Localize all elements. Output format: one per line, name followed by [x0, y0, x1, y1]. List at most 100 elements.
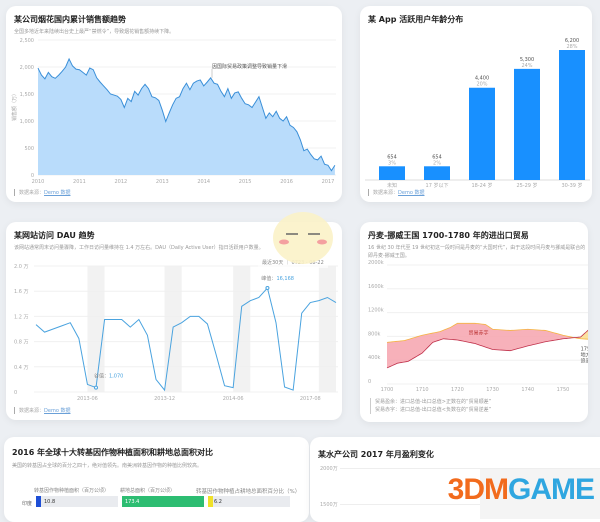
legend-deficit: 贸易赤字：进口总值-出口总值<负数在的“贸易逆差” [375, 407, 492, 413]
weekend-band [233, 266, 251, 392]
y-tick-label: 400k [368, 355, 381, 361]
dau-trend-card: 某网站访问 DAU 趋势 该网站通常周末访问量骤降，工作日访问量维持在 1.4 … [6, 222, 342, 420]
y-tick: 1500万 [320, 502, 338, 508]
data-source: 数据来源：Demo 数据 [14, 407, 70, 414]
source-link[interactable]: Demo 数据 [398, 190, 425, 196]
legend-surplus: 贸易盈余：进口总值-出口总值>正数在的“贸易顺差” [375, 399, 492, 405]
x-tick-label: 1710 [416, 387, 429, 393]
column-header: 耕地总面积（百万公顷） [120, 488, 176, 494]
x-tick-label: 1750 [557, 387, 570, 393]
y-tick-label: 0.4 万 [14, 365, 29, 371]
bar-value-label: 654 [432, 154, 442, 160]
data-source: 数据来源：Demo 数据 [14, 189, 70, 196]
source-label: 数据来源： [19, 408, 45, 414]
age-distribution-card: 某 App 活跃用户年龄分布 654 3% 未知 654 2% 17 岁以下 4,400 20… [360, 6, 592, 202]
y-tick-label: 1200k [368, 308, 384, 314]
source-link[interactable]: Demo 数据 [44, 190, 71, 196]
bar-value: 173.4 [125, 499, 140, 505]
trade-gap-area [387, 323, 588, 368]
min-label: 谷值：1,070 [94, 373, 123, 380]
x-tick-label: 1740 [521, 387, 534, 393]
chart-subtitle: 美国的转基因占全球的百分之四十，绝对值领先。南美洲转基因作物的种植比例较高。 [12, 463, 203, 469]
y-tick-label: 800k [368, 331, 381, 337]
bar-track [36, 496, 118, 507]
bar-track [208, 496, 290, 507]
y-tick-label: 1.2 万 [14, 314, 29, 320]
date-range-tooltip: 最近30天 ｜ 0723 - 08-22 [258, 257, 328, 268]
chart-title: 某水产公司 2017 年月盈利变化 [318, 450, 434, 459]
chart-title: 某网站访问 DAU 趋势 [14, 231, 95, 240]
x-tick-label: 25-29 岁 [516, 182, 537, 189]
mascot-sticker-icon [273, 212, 333, 264]
y-tick-label: 1600k [368, 284, 384, 290]
y-tick: 2000万 [320, 466, 338, 472]
y-tick-label: 2.0 万 [14, 264, 29, 270]
arable-area-bar [122, 496, 204, 507]
x-tick-label: 2017-08 [300, 396, 321, 402]
x-tick-label: 2013-12 [154, 396, 175, 402]
chart-title: 丹麦-挪威王国 1700-1780 年的进出口贸易 [368, 231, 529, 240]
max-label: 峰值：16,168 [261, 275, 294, 282]
weekend-band [87, 266, 105, 392]
x-tick-label: 2011 [73, 179, 86, 185]
bar-value-label: 4,400 [475, 76, 489, 82]
sales-area-chart: 0 500 1,000 1,500 2,000 2,500 2010 2011 2012 2013… [11, 38, 336, 185]
y-tick-label: 0 [368, 379, 371, 385]
gridline [340, 504, 600, 505]
area-fill [38, 58, 335, 175]
trade-area-chart: 0 400k 800k 1200k 1600k 2000k 1700 1710 1720 1730… [368, 260, 588, 393]
sales-line [37, 57, 336, 172]
weekend-band [318, 266, 336, 392]
gm-area-bar [36, 496, 42, 507]
dau-line-chart: 0 0.4 万 0.8 万 1.2 万 1.6 万 2.0 万 2013-06 2013-12… [14, 264, 338, 402]
y-tick-label: 1,500 [20, 92, 34, 98]
trade-card: 丹麦-挪威王国 1700-1780 年的进出口贸易 16 世纪 30 年代至 1… [360, 222, 588, 422]
x-tick-label: 2013 [156, 179, 169, 185]
bar-value: 10.8 [44, 499, 56, 505]
x-tick-label: 2012 [114, 179, 127, 185]
import-line [386, 322, 588, 343]
watermark-logo: 3DMGAME [448, 473, 595, 507]
y-tick-label: 2,500 [20, 38, 34, 44]
gridline [340, 468, 600, 469]
data-source: 数据来源：Demo 数据 [368, 189, 424, 196]
chart-subtitle: 16 世纪 30 年代至 19 世纪初这一段时间是丹麦的“大国时代”，由于这段时… [368, 244, 585, 260]
bar-value-label: 654 [387, 154, 397, 160]
y-tick-label: 500 [24, 146, 34, 152]
annotation-text: 地方税 [581, 352, 588, 359]
x-tick-label: 2016 [280, 179, 293, 185]
max-point [265, 286, 270, 291]
x-tick-label: 2017 [322, 179, 335, 185]
bar [424, 166, 450, 180]
x-tick-label: 2013-06 [77, 396, 98, 402]
bar-value: 6.2 [214, 499, 222, 505]
chart-title: 2016 年全球十大转基因作物种植面积和耕地总面积对比 [12, 448, 214, 457]
sales-trend-card: 某公司烟花国内累计销售额趋势 全国多地近年来陆续出台史上最严“禁燃令”，导致烟花… [6, 6, 342, 202]
x-tick-label: 1700 [381, 387, 394, 393]
x-tick-label: 2014-06 [223, 396, 244, 402]
x-tick-label: 2015 [239, 179, 252, 185]
y-tick-label: 1.6 万 [14, 289, 29, 295]
chart-title: 某公司烟花国内累计销售额趋势 [14, 15, 126, 24]
annotation-text: 追高者 [581, 358, 588, 365]
bar-value-label: 5,300 [520, 57, 534, 63]
legend: 贸易盈余：进口总值-出口总值>正数在的“贸易顺差” 贸易赤字：进口总值-出口总值… [370, 398, 491, 414]
gm-crops-card: 2016 年全球十大转基因作物种植面积和耕地总面积对比 美国的转基因占全球的百分… [4, 437, 309, 522]
gm-percent-bar [208, 496, 214, 507]
x-tick-label: 1720 [451, 387, 464, 393]
trade-surplus-area [577, 330, 588, 340]
chart-subtitle: 全国多地近年来陆续出台史上最严“禁燃令”，导致烟花销售额持续下降。 [14, 29, 175, 35]
chart-subtitle: 该网站通常周末访问量骤降，工作日访问量维持在 1.4 万左右。DAU（Daily… [14, 245, 264, 251]
watermark-part: GAME [508, 473, 595, 506]
min-point [94, 385, 98, 390]
annotation-text: 1755 年 [581, 346, 588, 353]
y-tick-label: 2,000 [20, 65, 34, 71]
profit-card: 某水产公司 2017 年月盈利变化 2000万 1500万 [310, 437, 600, 522]
source-label: 数据来源： [19, 190, 45, 196]
source-link[interactable]: Demo 数据 [44, 408, 71, 414]
bar [379, 166, 405, 180]
x-tick-label: 未知 [387, 182, 397, 189]
row-label: 印度 [22, 501, 33, 507]
bar-value-label: 6,200 [565, 38, 579, 44]
